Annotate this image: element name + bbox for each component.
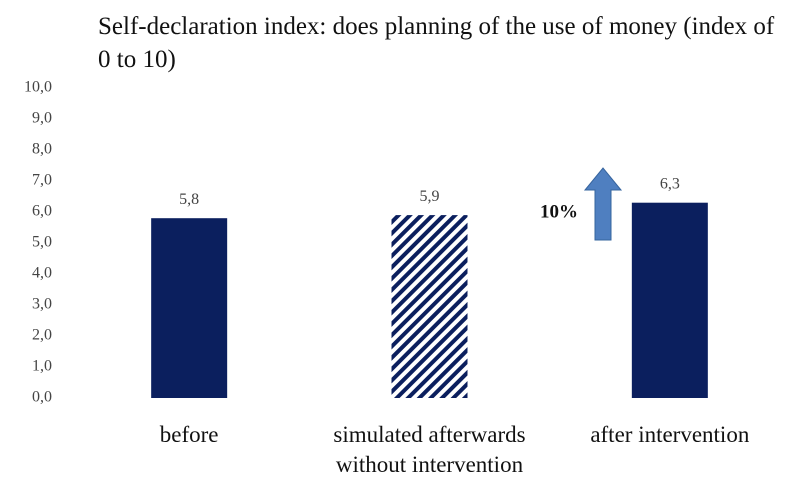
x-tick-label: before	[159, 422, 219, 447]
y-tick-label: 10,0	[24, 79, 52, 96]
chart-title: Self-declaration index: does planning of…	[98, 13, 775, 73]
value-label: 5,8	[179, 191, 199, 208]
y-tick-label: 9,0	[32, 110, 52, 127]
y-tick-label: 3,0	[32, 296, 52, 313]
y-tick-label: 1,0	[32, 358, 52, 375]
y-tick-label: 0,0	[32, 389, 52, 406]
y-tick-label: 5,0	[32, 234, 52, 251]
y-tick-label: 8,0	[32, 141, 52, 158]
value-label: 5,9	[420, 188, 440, 205]
value-label: 6,3	[660, 175, 680, 192]
bar	[631, 202, 708, 398]
y-tick-label: 6,0	[32, 203, 52, 220]
y-tick-label: 7,0	[32, 172, 52, 189]
x-tick-label: simulated afterwards without interventio…	[333, 422, 526, 477]
annotation: 10%	[540, 201, 578, 222]
y-tick-label: 4,0	[32, 265, 52, 282]
x-tick-label: after intervention	[590, 422, 750, 447]
bar	[151, 218, 228, 398]
arrow	[583, 167, 623, 241]
y-tick-label: 2,0	[32, 327, 52, 344]
bar	[391, 215, 468, 398]
